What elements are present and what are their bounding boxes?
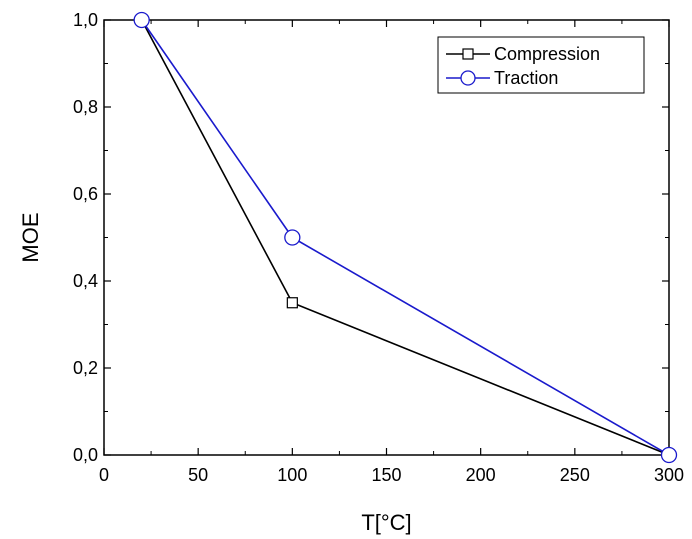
legend-label: Traction (494, 68, 558, 88)
legend-label: Compression (494, 44, 600, 64)
y-tick-label: 1,0 (73, 10, 98, 30)
x-tick-label: 150 (371, 465, 401, 485)
x-axis-title: T[°C] (361, 510, 411, 535)
legend-square-marker (462, 48, 474, 60)
legend-item-compression: Compression (446, 44, 600, 64)
data-point-compression (286, 297, 298, 309)
legend-item-traction: Traction (446, 68, 558, 88)
x-tick-label: 250 (560, 465, 590, 485)
x-tick-label: 300 (654, 465, 684, 485)
axis-ticks (103, 19, 670, 456)
tick-labels: 0 50 100 150 200 250 300 0,0 0,2 0,4 0,6 0,8 1,0 (73, 10, 684, 485)
y-tick-label: 0,0 (73, 445, 98, 465)
y-tick-label: 0,2 (73, 358, 98, 378)
y-tick-label: 0,4 (73, 271, 98, 291)
legend-circle-marker (460, 70, 476, 86)
legend: Compression Traction (437, 36, 645, 94)
x-tick-label: 200 (466, 465, 496, 485)
x-tick-label: 0 (99, 465, 109, 485)
x-tick-label: 50 (188, 465, 208, 485)
y-tick-label: 0,8 (73, 97, 98, 117)
y-tick-label: 0,6 (73, 184, 98, 204)
y-axis-title: MOE (18, 212, 43, 262)
data-point-traction (284, 229, 301, 246)
data-point-traction (660, 446, 678, 464)
series-traction (133, 11, 678, 464)
data-point-traction (133, 11, 150, 29)
series-layer (133, 11, 678, 464)
x-tick-label: 100 (277, 465, 307, 485)
